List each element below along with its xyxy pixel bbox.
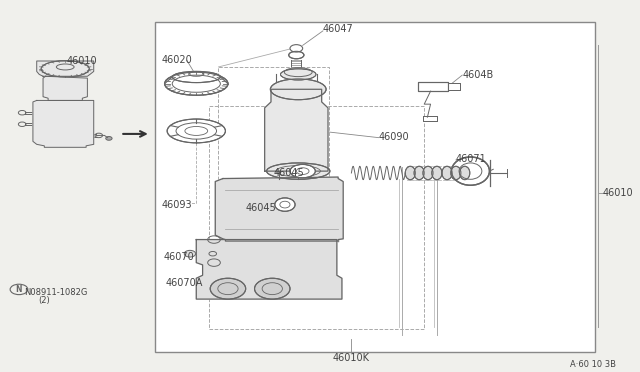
Ellipse shape <box>290 164 316 178</box>
Ellipse shape <box>432 166 442 180</box>
Ellipse shape <box>184 250 196 257</box>
Ellipse shape <box>255 278 290 299</box>
Text: 46071: 46071 <box>456 154 486 164</box>
Text: 46070: 46070 <box>163 252 194 262</box>
Polygon shape <box>196 240 342 299</box>
Ellipse shape <box>41 61 89 77</box>
Text: 46047: 46047 <box>323 24 354 34</box>
Ellipse shape <box>267 163 330 179</box>
Polygon shape <box>33 100 93 147</box>
Ellipse shape <box>270 79 326 100</box>
Ellipse shape <box>289 51 304 59</box>
Ellipse shape <box>164 72 228 95</box>
Ellipse shape <box>60 140 67 144</box>
Ellipse shape <box>451 157 490 185</box>
Ellipse shape <box>167 119 225 143</box>
Ellipse shape <box>210 278 246 299</box>
Bar <box>423 116 437 121</box>
Polygon shape <box>265 89 328 171</box>
Ellipse shape <box>280 69 316 80</box>
Polygon shape <box>36 61 93 76</box>
Ellipse shape <box>172 71 220 83</box>
Bar <box>448 83 460 90</box>
Text: 4604B: 4604B <box>462 70 493 80</box>
Text: A·60 10 3B: A·60 10 3B <box>570 360 616 369</box>
Ellipse shape <box>106 137 112 140</box>
Text: N: N <box>16 285 22 294</box>
Text: (2): (2) <box>38 296 50 305</box>
Text: 46070A: 46070A <box>166 278 204 288</box>
Text: 46093: 46093 <box>161 201 192 210</box>
Ellipse shape <box>405 166 415 180</box>
Text: 46010K: 46010K <box>333 353 370 363</box>
Text: 46020: 46020 <box>161 55 192 64</box>
Ellipse shape <box>442 166 452 180</box>
Bar <box>418 82 448 91</box>
Bar <box>418 82 448 91</box>
Ellipse shape <box>423 166 433 180</box>
Ellipse shape <box>451 166 461 180</box>
Ellipse shape <box>460 166 470 180</box>
Bar <box>448 83 460 90</box>
Bar <box>209 106 424 329</box>
Text: 46090: 46090 <box>379 132 409 142</box>
Ellipse shape <box>290 45 303 52</box>
Ellipse shape <box>275 198 295 211</box>
Text: 46010: 46010 <box>67 57 97 66</box>
Text: 46045: 46045 <box>273 168 304 178</box>
Text: N08911-1082G: N08911-1082G <box>24 288 88 296</box>
Bar <box>218 67 329 179</box>
Bar <box>423 116 437 121</box>
Bar <box>155 22 595 352</box>
Polygon shape <box>215 177 343 241</box>
Ellipse shape <box>414 166 424 180</box>
Polygon shape <box>43 76 88 100</box>
Text: 46045: 46045 <box>246 203 276 213</box>
Text: 46010: 46010 <box>603 189 634 198</box>
